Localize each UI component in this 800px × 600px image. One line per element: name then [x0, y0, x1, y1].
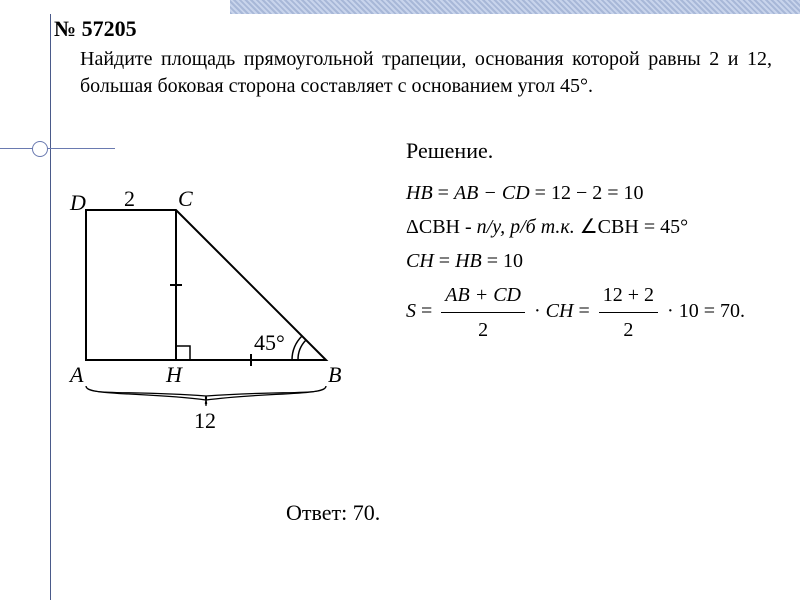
solution-title: Решение.	[406, 138, 493, 164]
calc: 12 − 2	[551, 182, 602, 204]
fraction-1: AB + CD 2	[441, 278, 525, 347]
solution-line-2: ΔCBH - п/у, р/б т.к. ∠CBH = 45°	[406, 210, 745, 244]
label-D: D	[69, 190, 86, 215]
problem-text: Найдите площадь прямоугольной трапеции, …	[80, 46, 772, 100]
bottom-length: 12	[194, 408, 216, 433]
mult: 10	[679, 300, 699, 322]
top-length: 2	[124, 186, 135, 211]
expr: AB − CD	[454, 182, 530, 204]
result: 10	[503, 250, 523, 272]
frac-den: 2	[599, 313, 658, 347]
figure-trapezoid: D C A H B 2 12 45°	[66, 190, 366, 450]
label-C: C	[178, 186, 193, 211]
fraction-2: 12 + 2 2	[599, 278, 658, 347]
var: CH	[406, 250, 434, 272]
mult: CH	[546, 300, 574, 322]
solution-line-4: S = AB + CD 2 · CH = 12 + 2 2 · 10 = 70.	[406, 278, 745, 347]
var: HB	[455, 250, 482, 272]
var: HB	[406, 182, 433, 204]
answer-value: 70.	[353, 500, 381, 525]
problem-number: № 57205	[54, 16, 137, 42]
label-B: B	[328, 362, 341, 387]
answer-label: Ответ:	[286, 500, 347, 525]
angle-sym: ∠CBH	[580, 216, 639, 238]
frac-num: 12 + 2	[599, 278, 658, 313]
desc: - п/у, р/б т.к.	[465, 216, 575, 238]
label-H: H	[165, 362, 183, 387]
result: 70.	[720, 300, 745, 322]
answer: Ответ: 70.	[286, 500, 380, 526]
deco-line	[0, 148, 115, 149]
solution-line-1: HB = AB − CD = 12 − 2 = 10	[406, 176, 745, 210]
result: 10	[624, 182, 644, 204]
solution-body: HB = AB − CD = 12 − 2 = 10 ΔCBH - п/у, р…	[406, 176, 745, 347]
angle-val: 45°	[660, 216, 688, 238]
triangle: ΔCBH	[406, 216, 460, 238]
header-pattern	[230, 0, 800, 14]
vertical-rule	[50, 14, 51, 600]
frac-num: AB + CD	[441, 278, 525, 313]
solution-line-3: CH = HB = 10	[406, 244, 745, 278]
var-S: S	[406, 300, 416, 322]
angle-label: 45°	[254, 330, 285, 355]
frac-den: 2	[441, 313, 525, 347]
deco-circle	[32, 141, 48, 157]
label-A: A	[68, 362, 84, 387]
